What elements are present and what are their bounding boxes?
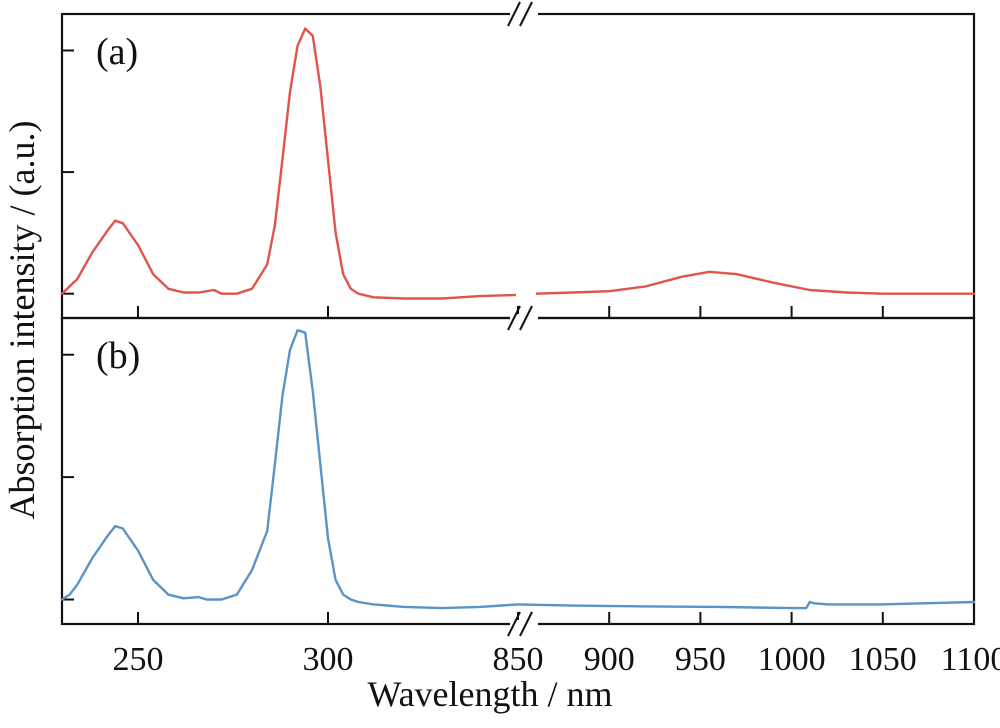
panel-a: (a) [60,12,976,320]
x-tick-label: 1000 [758,641,826,678]
series-line-a-seg1 [60,27,520,300]
panel-label: (a) [96,31,138,73]
panel-frame [60,12,976,320]
x-tick-label: 1050 [849,641,917,678]
break-gap [516,590,536,602]
x-tick-label: 250 [113,641,164,678]
axis-break-mark [519,305,533,331]
series-line-a-seg2 [516,270,976,295]
series-line-b-seg1 [60,329,520,610]
x-tick-label: 1100 [941,641,1000,678]
x-axis-title: Wavelength / nm [367,674,612,714]
axis-break-mark [507,611,521,637]
x-tick-label: 300 [303,641,354,678]
x-tick-label: 900 [584,641,635,678]
break-cover [510,620,538,628]
axis-break-mark [519,1,533,27]
break-cover [510,10,538,18]
axis-break-mark [507,305,521,331]
break-cover [510,314,538,322]
x-tick-label: 950 [675,641,726,678]
axis-break-layer [507,1,538,637]
panel-frame [60,316,976,626]
x-tick-label: 850 [493,641,544,678]
panel-label: (b) [96,335,140,377]
axis-break-mark [519,611,533,637]
x-ticks-layer: 250 300 850 900 950 1000 1050 1100 [113,306,1000,678]
break-gap [516,284,536,296]
y-axis-title: Absorption intensity / (a.u.) [2,121,42,520]
series-line-b-seg2 [516,600,976,610]
axis-break-mark [507,1,521,27]
panel-b: (b) [60,316,976,626]
